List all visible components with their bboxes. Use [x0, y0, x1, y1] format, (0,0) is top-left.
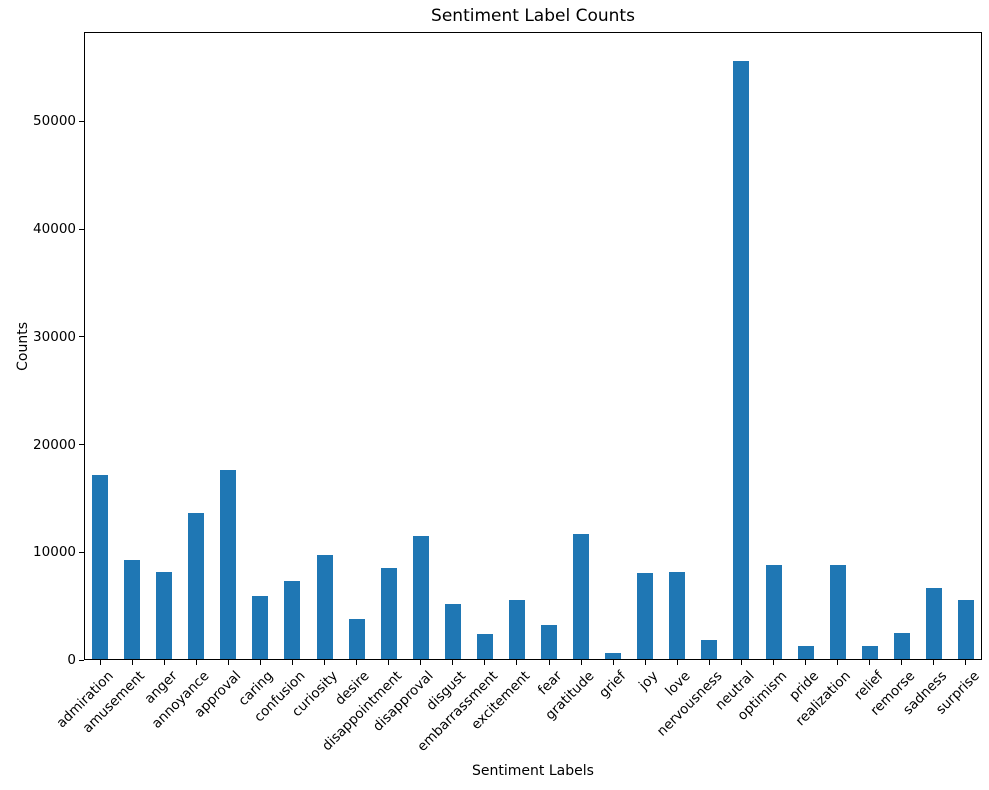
y-tick-mark — [79, 336, 84, 338]
x-tick-mark — [580, 660, 582, 665]
x-tick-mark — [740, 660, 742, 665]
bar-disapproval — [412, 536, 429, 659]
x-tick-mark — [195, 660, 197, 665]
x-tick-mark — [516, 660, 518, 665]
x-tick-mark — [805, 660, 807, 665]
x-tick-mark — [452, 660, 454, 665]
bar-realization — [829, 565, 846, 659]
bar-desire — [348, 619, 365, 659]
y-tick-label: 50000 — [33, 113, 76, 130]
x-tick-mark — [676, 660, 678, 665]
bar-approval — [220, 470, 237, 659]
x-axis-label: Sentiment Labels — [472, 763, 594, 779]
x-tick-mark — [131, 660, 133, 665]
bar-sadness — [925, 588, 942, 659]
x-tick-mark — [420, 660, 422, 665]
bar-annoyance — [188, 513, 205, 659]
bar-caring — [252, 596, 269, 659]
x-tick-mark — [356, 660, 358, 665]
bar-amusement — [124, 560, 141, 659]
x-tick-mark — [548, 660, 550, 665]
chart-title: Sentiment Label Counts — [431, 6, 635, 26]
x-tick-mark — [388, 660, 390, 665]
x-tick-mark — [259, 660, 261, 665]
bar-embarrassment — [476, 634, 493, 659]
bar-optimism — [765, 565, 782, 659]
plot-area — [84, 32, 982, 660]
y-axis-label-wrap: Counts — [12, 32, 34, 660]
bar-grief — [605, 653, 622, 659]
bar-confusion — [284, 581, 301, 659]
bar-joy — [637, 573, 654, 659]
bar-disgust — [444, 604, 461, 659]
x-tick-label-grief: grief — [596, 668, 630, 702]
y-tick-label: 10000 — [33, 544, 76, 561]
y-tick-label: 0 — [67, 652, 76, 668]
y-axis-label: Counts — [15, 321, 31, 371]
bar-gratitude — [573, 534, 590, 659]
bar-anger — [156, 572, 173, 659]
x-tick-mark — [773, 660, 775, 665]
x-tick-mark — [869, 660, 871, 665]
bar-pride — [797, 646, 814, 659]
bar-remorse — [893, 633, 910, 659]
y-tick-label: 20000 — [33, 436, 76, 453]
x-tick-mark — [291, 660, 293, 665]
x-tick-mark — [99, 660, 101, 665]
x-tick-mark — [965, 660, 967, 665]
bar-curiosity — [316, 555, 333, 659]
x-tick-mark — [837, 660, 839, 665]
y-tick-mark — [79, 444, 84, 446]
x-tick-mark — [163, 660, 165, 665]
bar-neutral — [733, 61, 750, 659]
y-tick-label: 30000 — [33, 328, 76, 345]
x-tick-mark — [901, 660, 903, 665]
x-tick-mark — [324, 660, 326, 665]
y-tick-mark — [79, 120, 84, 122]
bar-fear — [541, 625, 558, 659]
x-tick-mark — [708, 660, 710, 665]
bar-relief — [861, 646, 878, 659]
y-tick-label: 40000 — [33, 221, 76, 238]
x-tick-mark — [644, 660, 646, 665]
bar-nervousness — [701, 640, 718, 659]
y-tick-mark — [79, 659, 84, 661]
y-tick-mark — [79, 228, 84, 230]
bar-excitement — [508, 600, 525, 659]
bar-disappointment — [380, 568, 397, 659]
x-tick-mark — [612, 660, 614, 665]
bar-surprise — [957, 600, 974, 659]
x-tick-mark — [227, 660, 229, 665]
x-tick-mark — [933, 660, 935, 665]
x-tick-mark — [484, 660, 486, 665]
bar-admiration — [92, 475, 109, 659]
x-tick-label-joy: joy — [636, 668, 662, 694]
y-tick-mark — [79, 551, 84, 553]
bar-love — [669, 572, 686, 659]
